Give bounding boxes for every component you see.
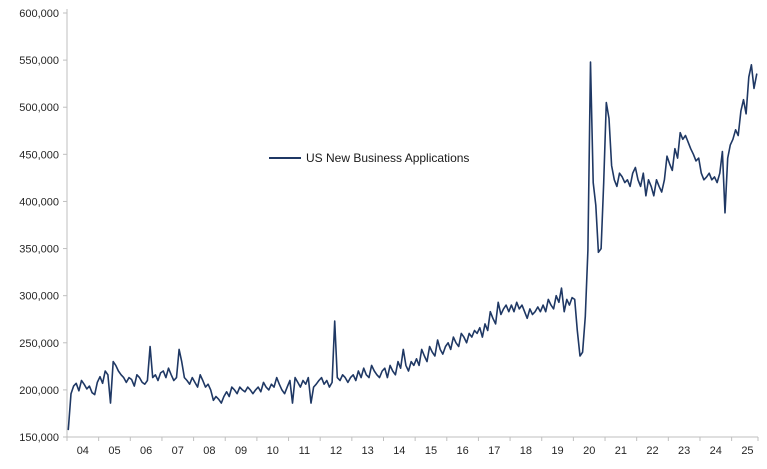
x-axis-tick-label: 18 — [520, 445, 532, 457]
x-axis-tick-label: 07 — [172, 445, 184, 457]
y-axis-tick-label: 200,000 — [19, 385, 59, 397]
x-axis-tick-label: 13 — [362, 445, 374, 457]
legend-label: US New Business Applications — [306, 151, 469, 165]
x-axis-tick-label: 05 — [108, 445, 120, 457]
axes: 600,000 550,000 500,000 450,000 400,000 350,0… — [19, 8, 759, 457]
y-axis-tick-label: 250,000 — [19, 338, 59, 350]
x-axis-tick-label: 23 — [678, 445, 690, 457]
x-axis-tick-label: 17 — [488, 445, 500, 457]
x-axis-tick-label: 19 — [551, 445, 563, 457]
x-axis-tick-label: 14 — [393, 445, 405, 457]
y-axis-tick-label: 500,000 — [19, 102, 59, 114]
x-axis-tick-label: 21 — [615, 445, 627, 457]
y-axis-tick-label: 550,000 — [19, 55, 59, 67]
y-axis-tick-label: 150,000 — [19, 432, 59, 444]
x-axis-tick-label: 16 — [456, 445, 468, 457]
y-axis-tick-label: 450,000 — [19, 149, 59, 161]
x-axis-tick-label: 25 — [741, 445, 753, 457]
data-series-line — [67, 61, 758, 431]
x-axis-tick-label: 11 — [299, 445, 310, 457]
y-axis-tick-label: 350,000 — [19, 244, 59, 256]
x-axis-tick-label: 12 — [330, 445, 342, 457]
y-axis-tick-label: 600,000 — [19, 8, 59, 20]
y-axis-tick-label: 300,000 — [19, 291, 59, 303]
x-axis-tick-label: 10 — [267, 445, 279, 457]
x-axis-tick-label: 08 — [203, 445, 215, 457]
x-axis-tick-label: 09 — [235, 445, 247, 457]
legend: US New Business Applications — [269, 151, 469, 165]
x-axis-tick-label: 24 — [710, 445, 722, 457]
y-axis-tick-label: 400,000 — [19, 196, 59, 208]
x-axis-tick-label: 06 — [140, 445, 152, 457]
x-axis-tick-label: 04 — [77, 445, 89, 457]
x-axis-tick-label: 20 — [583, 445, 595, 457]
x-axis-tick-label: 15 — [425, 445, 437, 457]
x-axis-tick-label: 22 — [646, 445, 658, 457]
